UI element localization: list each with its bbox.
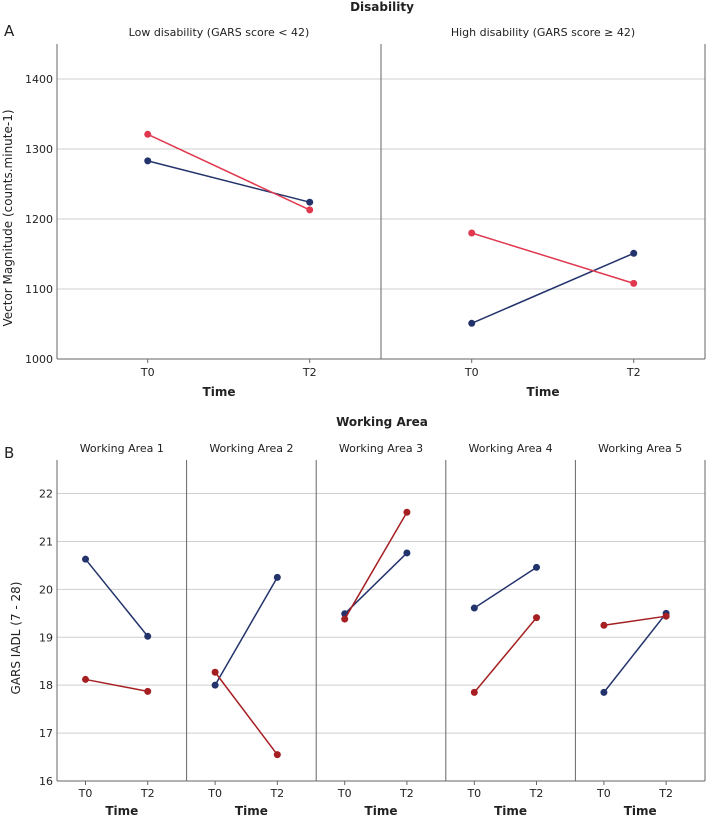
- data-point-blue: [600, 688, 608, 696]
- series-line-blue: [473, 566, 537, 609]
- x-axis-label: Time: [105, 804, 138, 818]
- y-tick-label: 22: [39, 488, 53, 501]
- x-tick-label: T2: [529, 787, 544, 800]
- y-tick-label: 1000: [25, 353, 53, 366]
- data-point-blue: [468, 319, 476, 327]
- data-point-blue: [144, 157, 152, 165]
- series-line-blue: [147, 160, 310, 203]
- x-axis-label: Time: [624, 804, 657, 818]
- x-tick-label: T2: [302, 366, 317, 379]
- data-point-blue: [273, 573, 281, 581]
- x-tick-label: T2: [140, 787, 155, 800]
- panel-b-label: B: [4, 444, 14, 462]
- x-tick-label: T0: [207, 787, 222, 800]
- x-axis-label: Time: [203, 385, 236, 399]
- y-tick-label: 20: [39, 583, 53, 596]
- data-point-blue: [470, 604, 478, 612]
- x-tick-label: T2: [269, 787, 284, 800]
- data-point-blue: [533, 563, 541, 571]
- panel-a-y-axis-label: Vector Magnitude (counts.minute-1): [1, 109, 15, 326]
- y-tick-label: 17: [39, 727, 53, 740]
- series-line-blue: [603, 612, 667, 693]
- data-point-pink: [144, 130, 152, 138]
- data-point-red: [341, 615, 349, 623]
- series-line-red: [344, 511, 408, 620]
- x-axis-label: Time: [494, 804, 527, 818]
- data-point-blue: [630, 249, 638, 257]
- x-tick-label: T0: [78, 787, 93, 800]
- x-tick-label: T2: [658, 787, 673, 800]
- y-tick-label: 1100: [25, 283, 53, 296]
- data-point-red: [470, 688, 478, 696]
- y-tick-label: 1200: [25, 213, 53, 226]
- series-line-red: [603, 615, 667, 627]
- data-point-red: [533, 614, 541, 622]
- x-tick-label: T0: [140, 366, 155, 379]
- y-tick-label: 1400: [25, 73, 53, 86]
- data-point-blue: [403, 549, 411, 557]
- facet-title: Working Area 3: [339, 442, 423, 455]
- facet-title: High disability (GARS score ≥ 42): [451, 26, 635, 39]
- series-line-blue: [214, 577, 278, 686]
- facet-title: Working Area 4: [469, 442, 553, 455]
- data-point-blue: [211, 681, 219, 689]
- data-point-red: [144, 687, 152, 695]
- x-axis-label: Time: [235, 804, 268, 818]
- data-point-blue: [82, 555, 90, 563]
- y-tick-label: 1300: [25, 143, 53, 156]
- facet-title: Working Area 2: [209, 442, 293, 455]
- y-tick-label: 18: [39, 679, 53, 692]
- facet-title: Low disability (GARS score < 42): [129, 26, 310, 39]
- panel-a-facet-title: Disability: [350, 0, 414, 14]
- data-point-pink: [468, 229, 476, 237]
- series-line-blue: [344, 552, 408, 615]
- data-point-red: [600, 621, 608, 629]
- data-point-red: [273, 751, 281, 759]
- data-point-pink: [630, 279, 638, 287]
- x-tick-label: T0: [337, 787, 352, 800]
- data-point-blue: [144, 632, 152, 640]
- data-point-red: [82, 675, 90, 683]
- facet-title: Working Area 1: [80, 442, 164, 455]
- x-tick-label: T2: [399, 787, 414, 800]
- x-axis-label: Time: [365, 804, 398, 818]
- series-line-blue: [471, 252, 635, 324]
- data-point-red: [211, 668, 219, 676]
- panel-a-label: A: [4, 22, 15, 40]
- data-point-red: [662, 612, 670, 620]
- x-axis-label: Time: [527, 385, 560, 399]
- x-tick-label: T0: [596, 787, 611, 800]
- data-point-blue: [306, 198, 314, 206]
- panel-b-facet-title: Working Area: [336, 415, 428, 429]
- x-tick-label: T0: [464, 366, 479, 379]
- series-line-red: [473, 617, 538, 693]
- data-point-pink: [306, 206, 314, 214]
- facet-title: Working Area 5: [598, 442, 682, 455]
- x-tick-label: T0: [466, 787, 481, 800]
- series-line-pink: [471, 232, 634, 285]
- series-line-red: [85, 678, 148, 693]
- x-tick-label: T2: [626, 366, 641, 379]
- y-tick-label: 16: [39, 775, 53, 788]
- y-tick-label: 21: [39, 535, 53, 548]
- series-line-blue: [84, 558, 149, 637]
- panel-b-y-axis-label: GARS IADL (7 - 28): [9, 582, 23, 695]
- series-line-pink: [147, 133, 311, 211]
- series-line-red: [214, 671, 278, 756]
- data-point-red: [403, 508, 411, 516]
- y-tick-label: 19: [39, 631, 53, 644]
